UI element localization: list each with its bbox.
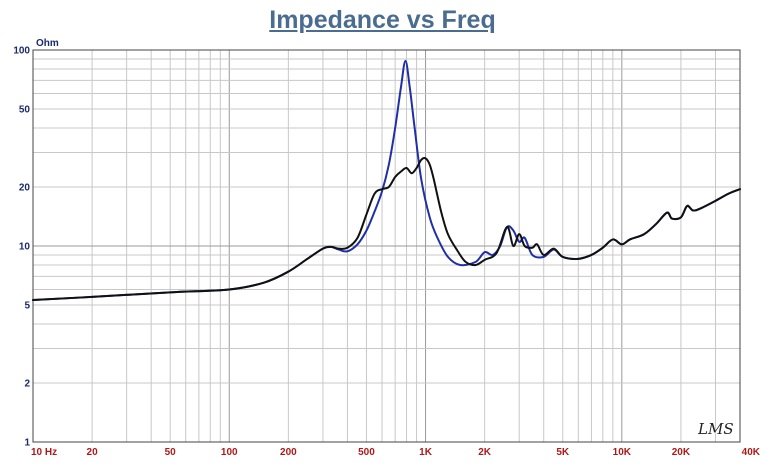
x-tick-label: 20 — [87, 447, 99, 458]
y-tick-label: 20 — [19, 182, 31, 193]
x-tick-label: 200 — [280, 447, 297, 458]
x-tick-label: 100 — [221, 447, 238, 458]
y-tick-label: 10 — [19, 242, 31, 253]
y-axis-unit-label: Ohm — [36, 38, 59, 49]
x-tick-label: 10 Hz — [31, 447, 57, 458]
series-layer — [32, 59, 741, 302]
x-tick-label: 2K — [478, 447, 492, 458]
plot-frame — [32, 49, 741, 443]
y-tick-label: 1 — [24, 438, 30, 449]
y-tick-label: 5 — [24, 301, 30, 312]
series-line-1 — [32, 59, 741, 302]
x-tick-label: 5K — [556, 447, 570, 458]
x-tick-label: 1K — [419, 447, 433, 458]
y-axis: 1 2 5 10 20 50 100 — [13, 46, 30, 449]
grid — [32, 50, 741, 443]
lms-watermark: LMS — [697, 420, 734, 438]
x-tick-label: 50 — [165, 447, 177, 458]
y-tick-label: 50 — [19, 105, 31, 116]
series-line-2 — [32, 157, 741, 302]
x-tick-label: 20K — [672, 447, 691, 458]
y-tick-label: 2 — [24, 378, 30, 389]
x-tick-label: 10K — [613, 447, 632, 458]
y-tick-label: 100 — [13, 46, 30, 57]
chart-title: Impedance vs Freq — [269, 6, 496, 34]
x-tick-label: 40K — [742, 447, 761, 458]
x-tick-label: 500 — [358, 447, 375, 458]
x-axis: 10 Hz 20 50 100 200 500 1K 2K 5K 10K 20K 40K — [31, 447, 761, 458]
